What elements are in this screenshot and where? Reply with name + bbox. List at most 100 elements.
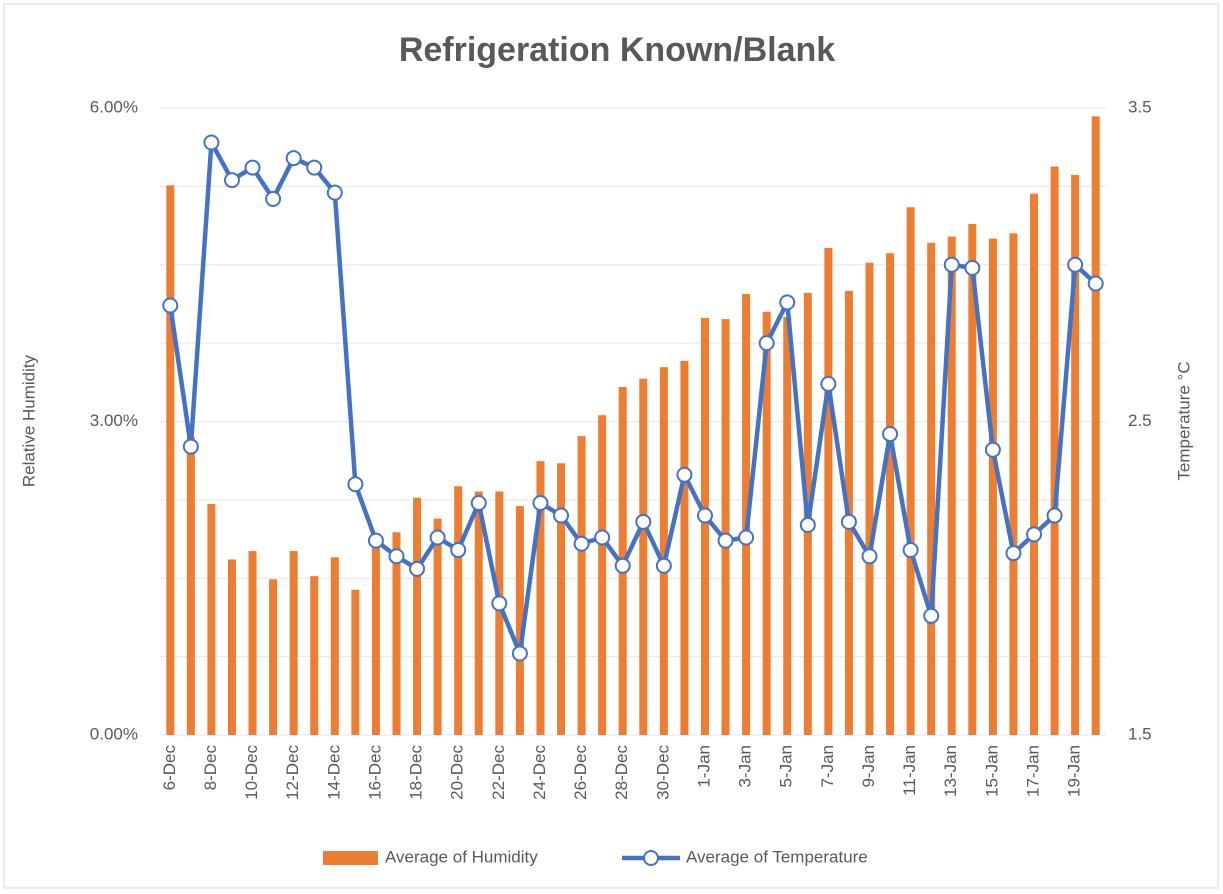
bar	[824, 248, 833, 735]
x-tick-label: 11-Jan	[900, 745, 919, 796]
x-tick-label: 1-Jan	[694, 745, 713, 788]
marker	[553, 507, 570, 524]
marker	[902, 542, 919, 559]
marker	[799, 516, 816, 533]
bar	[413, 497, 422, 735]
marker	[450, 542, 467, 559]
bar	[1071, 174, 1080, 735]
x-tick-label: 15-Jan	[982, 745, 1001, 797]
marker	[635, 513, 652, 530]
bar	[557, 463, 566, 735]
x-tick-label: 14-Dec	[324, 745, 343, 800]
marker	[511, 645, 528, 662]
x-tick-label: 26-Dec	[571, 745, 590, 800]
marker	[861, 548, 878, 565]
bar	[454, 486, 463, 735]
marker	[1026, 526, 1043, 543]
bar	[289, 551, 298, 735]
marker	[655, 557, 672, 574]
marker	[265, 190, 282, 207]
bar	[865, 262, 874, 735]
y-tick-label: 6.00%	[90, 97, 138, 116]
marker	[388, 548, 405, 565]
x-tick-label: 24-Dec	[530, 745, 549, 800]
marker	[779, 294, 796, 311]
marker	[594, 529, 611, 546]
bar	[227, 559, 236, 735]
bar	[269, 579, 278, 735]
marker	[923, 607, 940, 624]
bar	[680, 360, 689, 735]
x-tick-label: 19-Jan	[1065, 745, 1084, 797]
marker	[162, 297, 179, 314]
bar	[598, 415, 607, 735]
x-tick-label: 18-Dec	[407, 745, 426, 800]
marker	[1046, 507, 1063, 524]
marker	[491, 595, 508, 612]
bar	[1091, 116, 1100, 736]
bar	[988, 238, 997, 735]
bar	[659, 367, 668, 735]
marker	[1005, 545, 1022, 562]
bar	[392, 532, 401, 735]
marker	[306, 159, 323, 176]
bar	[1030, 193, 1039, 735]
bar	[474, 491, 483, 735]
y-axis-title: Relative Humidity	[19, 354, 38, 487]
marker	[676, 466, 693, 483]
marker	[943, 256, 960, 273]
marker	[614, 557, 631, 574]
x-tick-label: 22-Dec	[489, 745, 508, 800]
bar	[639, 378, 648, 735]
y2-tick-label: 2.5	[1128, 411, 1152, 430]
legend-label: Average of Temperature	[686, 847, 868, 866]
bar	[742, 294, 751, 735]
marker	[223, 172, 240, 189]
y-tick-label: 3.00%	[90, 411, 138, 430]
x-tick-label: 12-Dec	[283, 745, 302, 800]
bar	[927, 242, 936, 735]
marker	[470, 495, 487, 512]
legend-label: Average of Humidity	[385, 847, 538, 866]
marker	[1087, 275, 1104, 292]
y2-axis-title: Temperature °C	[1174, 361, 1193, 480]
x-tick-label: 17-Jan	[1024, 745, 1043, 797]
legend-swatch	[323, 851, 378, 865]
marker	[984, 441, 1001, 458]
x-tick-label: 28-Dec	[612, 745, 631, 800]
x-tick-label: 5-Jan	[777, 745, 796, 788]
x-tick-label: 7-Jan	[818, 745, 837, 788]
marker	[717, 532, 734, 549]
bar	[886, 253, 895, 735]
bar	[721, 319, 730, 735]
bar	[536, 461, 545, 735]
bar	[166, 185, 175, 735]
y-tick-label: 0.00%	[90, 724, 138, 743]
marker	[203, 134, 220, 151]
x-tick-label: 6-Dec	[160, 745, 179, 791]
marker	[367, 532, 384, 549]
marker	[285, 150, 302, 167]
marker	[429, 529, 446, 546]
line	[168, 140, 1098, 656]
x-tick-label: 9-Jan	[859, 745, 878, 788]
bar	[495, 491, 504, 735]
bar	[906, 207, 915, 735]
bar	[947, 236, 956, 735]
bar	[330, 557, 339, 735]
bar	[351, 589, 360, 735]
bar	[762, 311, 771, 735]
y2-tick-label: 3.5	[1128, 97, 1152, 116]
marker	[573, 535, 590, 552]
x-tick-label: 13-Jan	[941, 745, 960, 797]
marker	[326, 184, 343, 201]
bar	[783, 317, 792, 735]
marker	[738, 529, 755, 546]
marker	[758, 335, 775, 352]
y2-tick-label: 1.5	[1128, 724, 1152, 743]
x-tick-label: 3-Jan	[736, 745, 755, 788]
bar	[186, 437, 195, 735]
legend-swatch	[643, 850, 659, 866]
bar	[310, 576, 319, 735]
bar	[515, 506, 524, 735]
